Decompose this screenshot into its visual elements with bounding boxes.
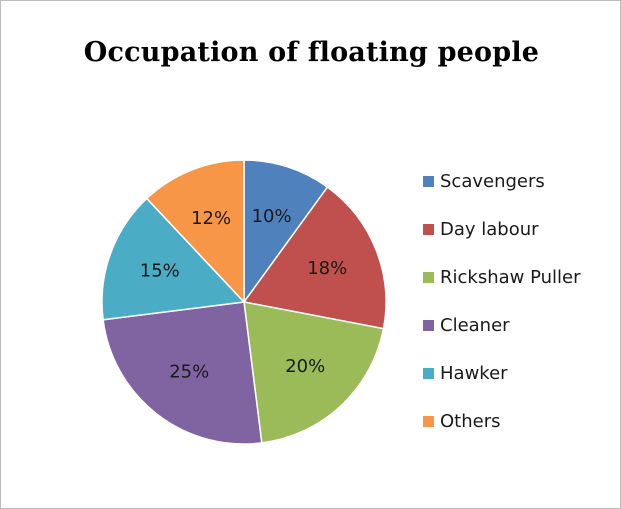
legend-label: Others — [440, 410, 501, 432]
legend-item-hawker: Hawker — [423, 355, 581, 391]
chart-legend: Scavengers Day labour Rickshaw Puller Cl… — [423, 163, 581, 451]
pie-data-label: 15% — [140, 261, 180, 282]
pie-slice-cleaner — [102, 301, 263, 445]
pie-data-label: 10% — [252, 206, 292, 227]
legend-swatch — [423, 367, 434, 379]
pie-slices — [101, 159, 387, 445]
legend-label: Day labour — [440, 218, 539, 240]
pie-slice-scavengers — [243, 159, 329, 305]
legend-item-day-labour: Day labour — [423, 211, 581, 247]
legend-label: Rickshaw Puller — [440, 266, 581, 288]
legend-label: Scavengers — [440, 170, 545, 192]
legend-swatch — [423, 271, 434, 283]
legend-label: Hawker — [440, 362, 508, 384]
legend-item-scavengers: Scavengers — [423, 163, 581, 199]
legend-swatch — [423, 223, 434, 235]
legend-label: Cleaner — [440, 314, 510, 336]
pie-data-label: 18% — [307, 258, 347, 279]
legend-item-cleaner: Cleaner — [423, 307, 581, 343]
pie-data-label: 25% — [169, 362, 209, 383]
pie-data-labels: 10% 18% 20% 25% 15% 12% — [140, 206, 347, 383]
legend-item-rickshaw-puller: Rickshaw Puller — [423, 259, 581, 295]
legend-swatch — [423, 415, 434, 427]
chart-title: Occupation of floating people — [83, 37, 540, 68]
legend-swatch — [423, 319, 434, 331]
pie-slice-day-labour — [242, 186, 387, 330]
pie-slice-hawker — [101, 197, 246, 321]
pie-slice-others — [145, 159, 245, 304]
legend-item-others: Others — [423, 403, 581, 439]
pie-data-label: 20% — [285, 356, 325, 377]
legend-swatch — [423, 175, 434, 187]
pie-slice-rickshaw-puller — [243, 301, 385, 444]
pie-data-label: 12% — [191, 208, 231, 229]
